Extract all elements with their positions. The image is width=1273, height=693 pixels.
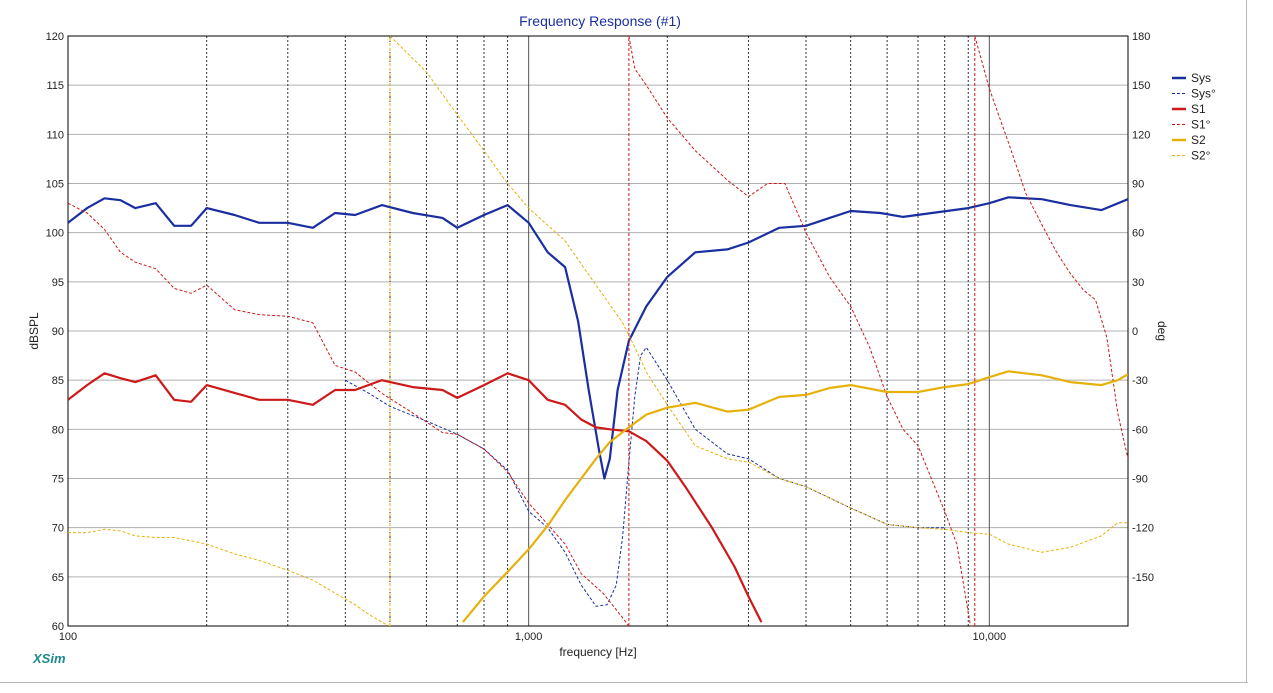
y-tick-label: 120 xyxy=(46,31,64,43)
x-tick-labels: 100 1,000 10,000 xyxy=(59,631,1006,643)
y-tick-label: 110 xyxy=(46,129,64,141)
series-s1-phase xyxy=(68,36,1128,626)
y-tick-label: 80 xyxy=(52,424,64,436)
y2-tick-label: -60 xyxy=(1132,424,1148,436)
x-axis-label: frequency [Hz] xyxy=(559,645,636,659)
y-axis-label: dBSPL xyxy=(27,312,41,350)
legend-label-sys: Sys xyxy=(1191,71,1211,85)
y2-tick-label: 0 xyxy=(1132,326,1138,338)
y2-tick-label: 30 xyxy=(1132,277,1144,289)
y-tick-label: 105 xyxy=(46,179,64,191)
chart-title: Frequency Response (#1) xyxy=(519,13,681,29)
y2-tick-label: -30 xyxy=(1132,375,1148,387)
y-tick-label: 100 xyxy=(46,228,64,240)
y-tick-label: 95 xyxy=(52,277,64,289)
y-tick-label: 70 xyxy=(52,523,64,535)
y2-tick-label: 150 xyxy=(1132,80,1150,92)
legend-label-s1: S1 xyxy=(1191,102,1206,116)
y-tick-label: 65 xyxy=(52,572,64,584)
legend: Sys Sys°S1 S1°S2 S2° xyxy=(1172,71,1216,163)
y2-tick-label: 60 xyxy=(1132,228,1144,240)
y-tick-label: 85 xyxy=(52,375,64,387)
y-tick-label: 60 xyxy=(52,621,64,633)
grid-lines xyxy=(68,36,1128,626)
y2-tick-labels: -150 -120 -90 -60 -30 0 30 60 90 120 150 180 xyxy=(1132,31,1154,584)
y-tick-label: 90 xyxy=(52,326,64,338)
y-tick-labels: 60 65 70 75 80 85 90 95 100 105 110 115 120 xyxy=(46,31,64,633)
series-s2-phase xyxy=(68,36,1128,626)
y2-tick-label: -90 xyxy=(1132,474,1148,486)
y-tick-label: 115 xyxy=(46,80,64,92)
series-line-sys xyxy=(68,196,1128,480)
y2-tick-label: -120 xyxy=(1132,523,1154,535)
legend-label-s2: S2 xyxy=(1191,133,1206,147)
legend-label-sys-phase: Sys° xyxy=(1191,87,1216,101)
series-line-s2-phase xyxy=(68,528,391,626)
x-tick-label: 1,000 xyxy=(515,631,543,643)
x-tick-label: 100 xyxy=(59,631,77,643)
window-edge-right xyxy=(1246,0,1247,682)
series-line-s2 xyxy=(462,370,1128,623)
y2-tick-label: 180 xyxy=(1132,31,1150,43)
xsim-logo-text: XSim xyxy=(32,651,66,666)
plot-border xyxy=(67,35,1129,627)
y-tick-label: 75 xyxy=(52,474,64,486)
series-line-s2-phase xyxy=(389,36,1128,553)
series-s1 xyxy=(68,372,763,623)
y2-tick-label: 90 xyxy=(1132,179,1144,191)
series-layer xyxy=(68,36,1128,626)
x-tick-label: 10,000 xyxy=(972,631,1006,643)
legend-label-s1-phase: S1° xyxy=(1191,118,1211,132)
y2-axis-label: deg xyxy=(1155,321,1169,341)
series-line-s1 xyxy=(68,372,763,623)
y2-tick-label: -150 xyxy=(1132,572,1154,584)
series-s2 xyxy=(462,370,1128,623)
series-line-s1-phase xyxy=(628,36,975,626)
legend-label-s2-phase: S2° xyxy=(1191,149,1211,163)
y2-tick-label: 120 xyxy=(1132,129,1150,141)
window-edge-bottom xyxy=(0,682,1248,683)
series-sys xyxy=(68,196,1128,480)
series-line-s1-phase xyxy=(68,202,630,626)
series-line-s1-phase xyxy=(974,36,1128,459)
